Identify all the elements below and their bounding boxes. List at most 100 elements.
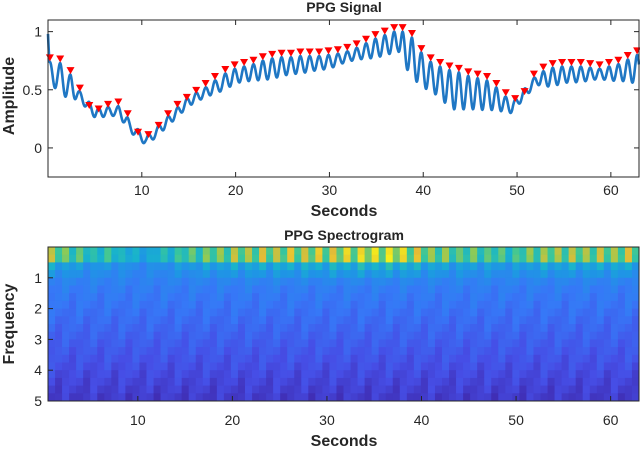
spectrogram-cell	[97, 362, 105, 371]
peak-marker	[398, 24, 407, 32]
spectrogram-cell	[195, 385, 204, 394]
spectrogram-cell	[294, 262, 302, 271]
spectrogram-cell	[413, 385, 422, 394]
spectrogram-cell	[188, 277, 197, 286]
spectrogram-cell	[575, 316, 584, 325]
spectrogram-cell	[624, 347, 633, 356]
spectrogram-cell	[55, 393, 63, 402]
spectrogram-cell	[406, 247, 415, 256]
spectrogram-cell	[273, 308, 281, 317]
spectrogram-cell	[371, 354, 380, 363]
spectrogram-cell	[491, 354, 499, 363]
spectrogram-cell	[575, 277, 584, 286]
spectrogram-cell	[195, 324, 204, 333]
spectrogram-cell	[308, 300, 316, 309]
peak-marker	[567, 59, 576, 67]
spectrogram-cell	[399, 385, 408, 394]
spectrogram-cell	[48, 285, 56, 294]
spectrogram-cell	[624, 324, 633, 333]
spectrogram-cell	[533, 254, 541, 263]
spectrogram-cell	[146, 347, 154, 356]
spectrogram-cell	[287, 362, 295, 371]
spectrogram-cell	[519, 339, 527, 348]
spectrogram-cell	[533, 362, 541, 371]
spectrogram-cell	[209, 339, 218, 348]
spectrogram-cell	[245, 347, 253, 356]
spectrogram-cell	[456, 324, 464, 333]
spectrogram-cell	[463, 293, 471, 302]
spectrogram-cell	[76, 331, 84, 340]
spectrogram-cell	[526, 300, 534, 309]
spectrogram-cell	[526, 370, 534, 379]
spectrogram-cell	[392, 285, 401, 294]
spectrogram-cell	[139, 293, 147, 302]
spectrogram-cell	[48, 339, 56, 348]
spectrogram-cell	[259, 262, 267, 271]
spectrogram-cell	[118, 300, 126, 309]
spectrogram-cell	[294, 377, 302, 386]
spectrogram-cell	[273, 354, 281, 363]
spectrogram-cell	[97, 262, 105, 271]
spectrogram-cell	[125, 270, 133, 279]
spectrogram-cell	[589, 370, 598, 379]
spectrogram-cell	[223, 362, 232, 371]
spectrogram-cell	[329, 270, 337, 279]
spectrogram-cell	[442, 270, 450, 279]
spectrogram-cell	[237, 277, 246, 286]
spectrogram-cell	[287, 377, 295, 386]
spectrogram-cell	[399, 262, 408, 271]
spectrogram-cell	[554, 324, 563, 333]
spectrogram-cell	[463, 247, 471, 256]
spectrogram-cell	[174, 308, 183, 317]
spectrogram-cell	[237, 293, 246, 302]
spectrogram-cell	[230, 377, 239, 386]
spectrogram-cell	[294, 300, 302, 309]
spectrogram-cell	[610, 347, 619, 356]
spectrogram-cell	[287, 393, 295, 402]
spectrogram-cell	[470, 293, 478, 302]
spectrogram-cell	[90, 339, 98, 348]
spectrogram-cell	[322, 254, 330, 263]
spectrogram-cell	[385, 270, 394, 279]
spectrogram-cell	[392, 270, 401, 279]
spectrogram-cell	[526, 254, 534, 263]
spectrogram-cell	[399, 270, 408, 279]
spectrogram-cell	[146, 354, 154, 363]
spectrogram-cell	[519, 285, 527, 294]
spectrogram-cell	[484, 277, 492, 286]
spectrogram-cell	[427, 262, 436, 271]
spectrogram-cell	[216, 377, 225, 386]
spectrogram-cell	[167, 300, 176, 309]
spectrogram-cell	[146, 270, 154, 279]
spectrogram-cell	[350, 347, 358, 356]
spectrogram-cell	[90, 370, 98, 379]
spectrogram-cell	[603, 277, 612, 286]
spectrogram-cell	[343, 377, 351, 386]
spectrogram-cell	[561, 247, 570, 256]
spectrogram-cell	[505, 393, 513, 402]
spectrogram-cell	[582, 285, 591, 294]
spectrogram-cell	[420, 385, 429, 394]
spectrogram-cell	[195, 393, 204, 402]
spectrogram-cell	[273, 247, 281, 256]
spectrogram-cell	[477, 377, 485, 386]
spectrogram-cell	[547, 316, 555, 325]
spectrogram-cell	[617, 262, 626, 271]
spectrogram-cell	[631, 254, 640, 263]
spectrogram-cell	[568, 370, 577, 379]
spectrogram-cell	[519, 324, 527, 333]
peak-marker	[436, 59, 445, 67]
spectrogram-cell	[399, 362, 408, 371]
spectrogram-cell	[434, 370, 443, 379]
spectrogram-cell	[617, 377, 626, 386]
spectrogram-cell	[167, 393, 176, 402]
spectrogram-cell	[118, 385, 126, 394]
peak-marker	[123, 110, 132, 118]
spectrogram-cell	[596, 277, 605, 286]
spectrogram-cell	[195, 354, 204, 363]
spectrogram-cell	[554, 316, 563, 325]
spectrogram-title: PPG Spectrogram	[284, 227, 404, 243]
spectrogram-cell	[519, 347, 527, 356]
spectrogram-cell	[385, 308, 394, 317]
spectrogram-cell	[139, 308, 147, 317]
